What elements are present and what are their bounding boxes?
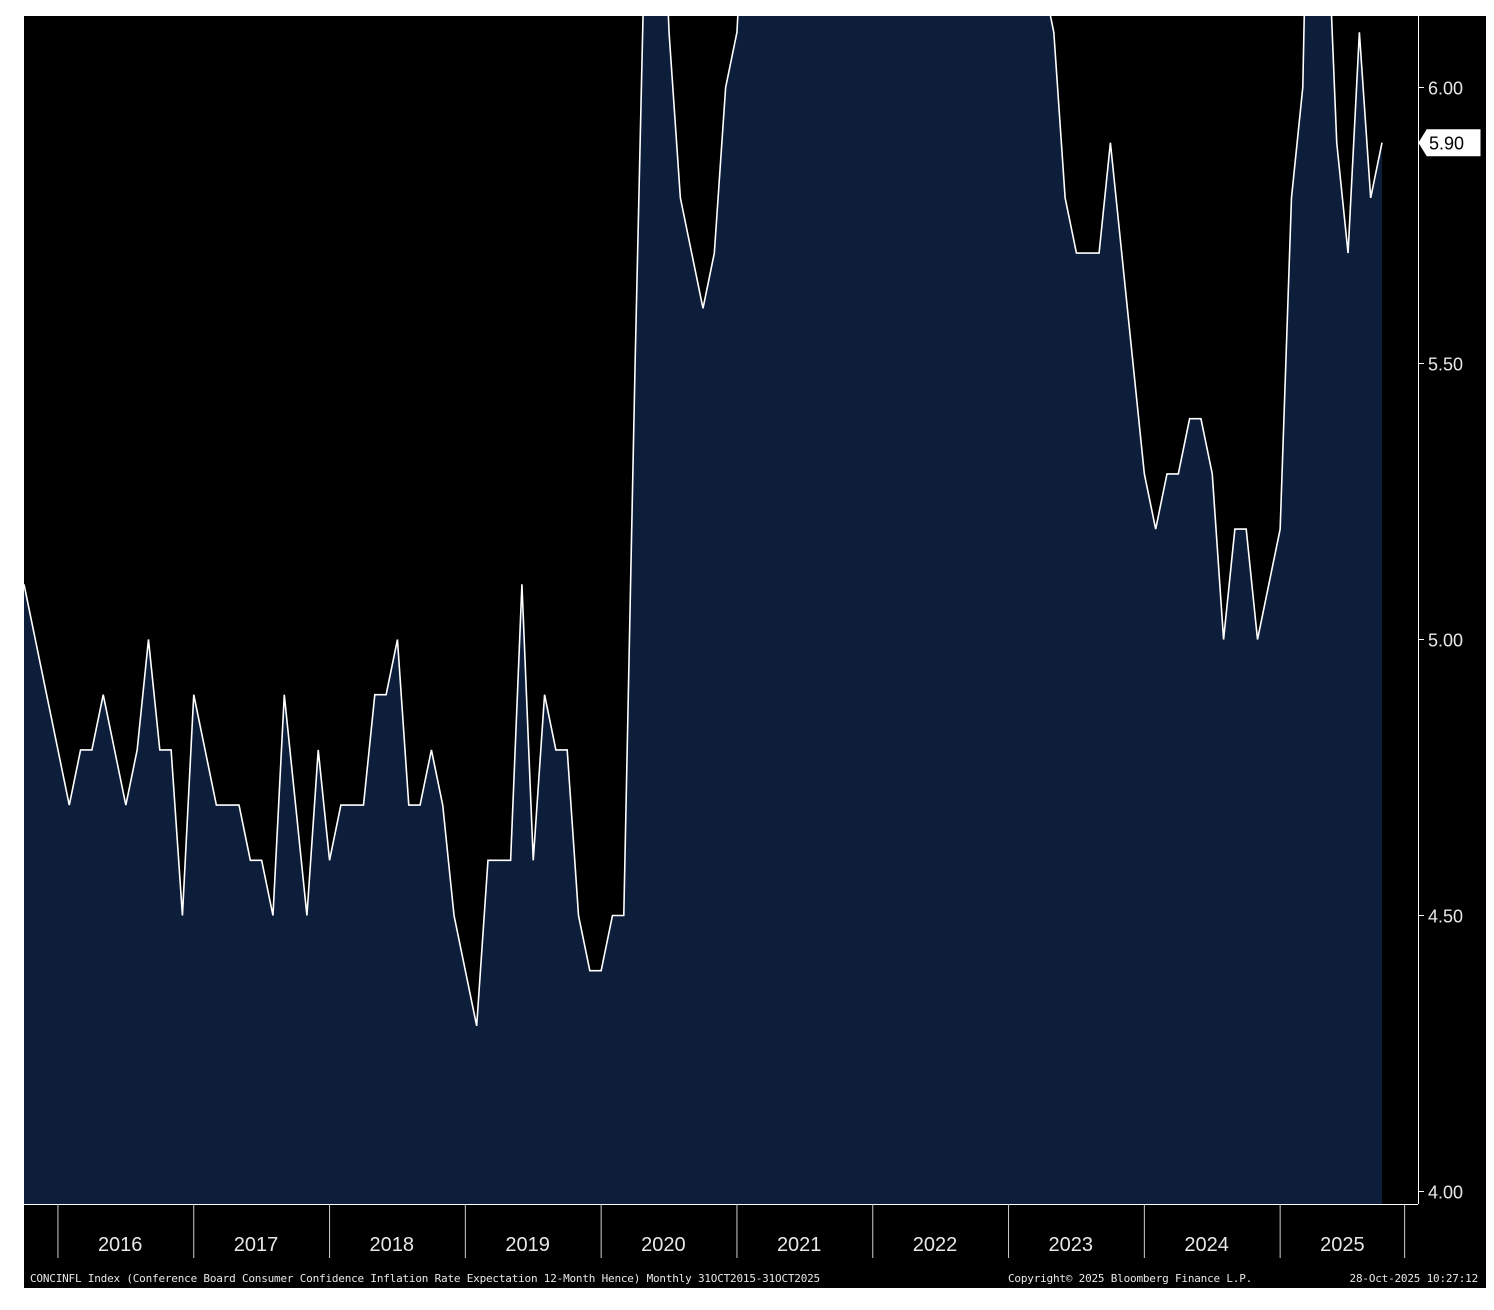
footer-timestamp: 28-Oct-2025 10:27:12 — [1349, 1272, 1479, 1285]
chart-svg: 4.004.505.005.506.006.507.007.508.005.90… — [24, 16, 1481, 1258]
y-tick-label: 5.00 — [1428, 631, 1463, 651]
x-tick-label: 2024 — [1184, 1234, 1229, 1256]
chart-frame: 4.004.505.005.506.006.507.007.508.005.90… — [24, 16, 1486, 1288]
x-tick-label: 2019 — [505, 1234, 550, 1256]
x-tick-label: 2023 — [1049, 1234, 1094, 1256]
footer-copyright: Copyright© 2025 Bloomberg Finance L.P. — [1008, 1272, 1253, 1285]
series-area-fill — [24, 16, 1382, 1204]
x-tick-label: 2021 — [777, 1234, 822, 1256]
series-line — [24, 16, 1383, 1027]
x-tick-label: 2025 — [1320, 1234, 1365, 1256]
last-value-marker — [1418, 129, 1481, 157]
x-tick-label: 2016 — [98, 1234, 143, 1256]
chart-footer: CONCINFL Index (Conference Board Consume… — [24, 1268, 1486, 1288]
x-tick-label: 2017 — [234, 1234, 279, 1256]
footer-description: CONCINFL Index (Conference Board Consume… — [30, 1272, 820, 1285]
y-tick-label: 6.00 — [1428, 79, 1463, 99]
y-tick-label: 5.50 — [1428, 355, 1463, 375]
y-tick-label: 4.50 — [1428, 907, 1463, 927]
x-tick-label: 2022 — [913, 1234, 958, 1256]
x-tick-label: 2020 — [641, 1234, 686, 1256]
y-tick-label: 4.00 — [1428, 1183, 1463, 1203]
last-value-label: 5.90 — [1429, 134, 1464, 154]
x-tick-label: 2018 — [370, 1234, 415, 1256]
